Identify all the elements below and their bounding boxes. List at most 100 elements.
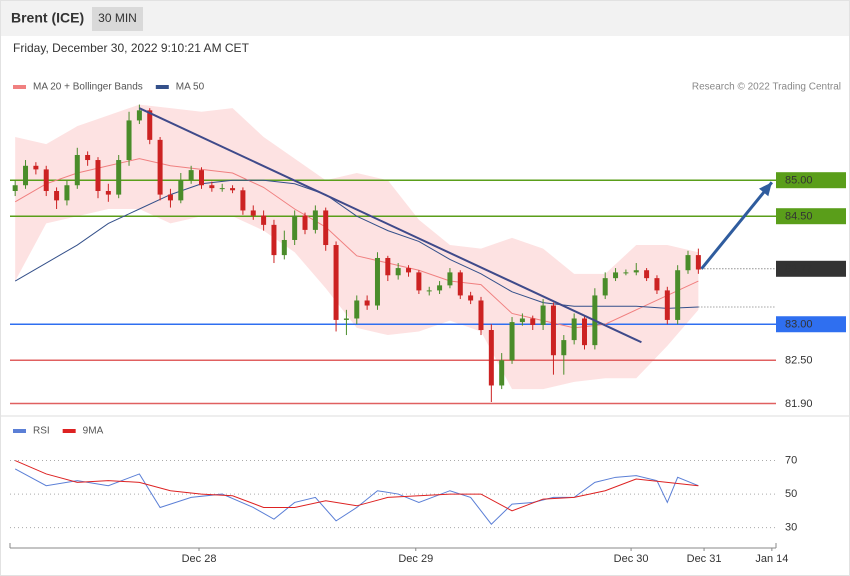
bollinger-band <box>15 104 699 390</box>
level-label: 83.00 <box>785 319 813 331</box>
legend-label: MA 50 <box>176 82 205 93</box>
level-label: 82.50 <box>785 355 813 367</box>
legend-swatch <box>62 429 76 433</box>
candle-body <box>406 268 412 273</box>
y-tick-label: 70 <box>785 454 797 466</box>
candle-body <box>12 185 18 192</box>
candle-body <box>582 318 587 346</box>
x-tick-label: Dec 28 <box>182 553 217 565</box>
candle-body <box>488 330 494 386</box>
candle-body <box>292 215 298 240</box>
x-tick-label: Dec 29 <box>398 553 433 565</box>
credit: Research © 2022 Trading Central <box>692 82 841 93</box>
candle-body <box>323 210 329 246</box>
y-tick-label: 50 <box>785 488 797 500</box>
candle-body <box>167 194 173 201</box>
candle-body <box>85 154 91 161</box>
legend-swatch <box>155 85 169 89</box>
candle-body <box>43 169 49 192</box>
level-tag <box>776 172 846 189</box>
candle-body <box>209 185 215 189</box>
interval-badge <box>92 7 143 31</box>
legend-label: 9MA <box>83 426 104 437</box>
candle-body <box>271 224 277 256</box>
candle-body <box>230 188 236 191</box>
legend-swatch <box>13 85 26 89</box>
level-label: 83.77 <box>785 263 813 275</box>
candle-body <box>561 340 567 356</box>
candle-body <box>468 295 474 301</box>
candle-body <box>54 191 60 201</box>
candle-body <box>281 239 287 256</box>
candle-body <box>240 190 246 211</box>
candle-body <box>136 110 142 121</box>
candle-body <box>540 305 546 325</box>
candle-body <box>333 245 339 320</box>
candle-body <box>664 290 670 320</box>
instrument: Brent (ICE) <box>11 10 84 26</box>
candle-body <box>250 210 256 216</box>
candle-body <box>426 290 432 292</box>
candle-body <box>157 139 163 195</box>
timestamp: Friday, December 30, 2022 9:10:21 AM CET <box>13 41 250 55</box>
candle-body <box>374 257 380 306</box>
arrow-head <box>758 182 772 197</box>
level-tag <box>776 316 846 333</box>
candle-body <box>126 120 132 161</box>
candle-body <box>654 278 660 291</box>
forecast-arrow <box>700 181 774 270</box>
candle-body <box>602 278 608 296</box>
level-label: 85.00 <box>785 175 813 187</box>
candle-body <box>571 318 577 341</box>
candle-body <box>312 210 318 230</box>
candle-body <box>74 154 80 186</box>
candle-body <box>695 255 701 270</box>
x-tick-label: Dec 31 <box>687 553 722 565</box>
candle-body <box>354 300 360 319</box>
candle-body <box>623 272 629 274</box>
candle-body <box>302 215 308 230</box>
candle-body <box>447 272 453 286</box>
candle-body <box>188 170 194 181</box>
candle-body <box>343 318 349 320</box>
candle-body <box>519 318 525 323</box>
candle-body <box>499 360 505 386</box>
level-tag <box>776 208 846 225</box>
candle-body <box>385 257 391 276</box>
candle-body <box>33 165 39 170</box>
candle-body <box>219 188 225 190</box>
candle-body <box>64 185 70 201</box>
candle-body <box>457 272 463 296</box>
candle-body <box>395 268 401 276</box>
candle-body <box>416 272 422 291</box>
candle-body <box>178 180 184 201</box>
candle-body <box>613 272 619 279</box>
candle-body <box>509 322 515 361</box>
candle-body <box>147 110 153 140</box>
y-tick-label: 30 <box>785 521 797 533</box>
candle-body <box>550 305 556 356</box>
candle-body <box>105 191 111 195</box>
indicator-line <box>14 468 699 525</box>
indicator-line <box>14 460 699 512</box>
x-tick-label: Dec 30 <box>614 553 649 565</box>
legend-swatch <box>13 429 26 433</box>
trendline <box>138 107 642 344</box>
level-label: 81.90 <box>785 398 813 410</box>
x-tick-label: Jan 14 <box>755 553 788 565</box>
candle-body <box>437 285 443 291</box>
legend-label: MA 20 + Bollinger Bands <box>33 82 143 93</box>
level-label: 84.50 <box>785 211 813 223</box>
ma-line <box>14 179 699 309</box>
interval: 30 MIN <box>98 11 137 25</box>
candle-body <box>685 255 691 271</box>
candle-body <box>675 270 681 320</box>
candle-body <box>644 270 650 279</box>
candle-body <box>23 165 29 186</box>
candle-body <box>261 215 267 225</box>
candle-body <box>530 318 536 325</box>
candle-body <box>364 300 370 306</box>
candle-body <box>116 160 122 195</box>
candle-body <box>199 170 204 186</box>
level-tag <box>776 260 846 277</box>
